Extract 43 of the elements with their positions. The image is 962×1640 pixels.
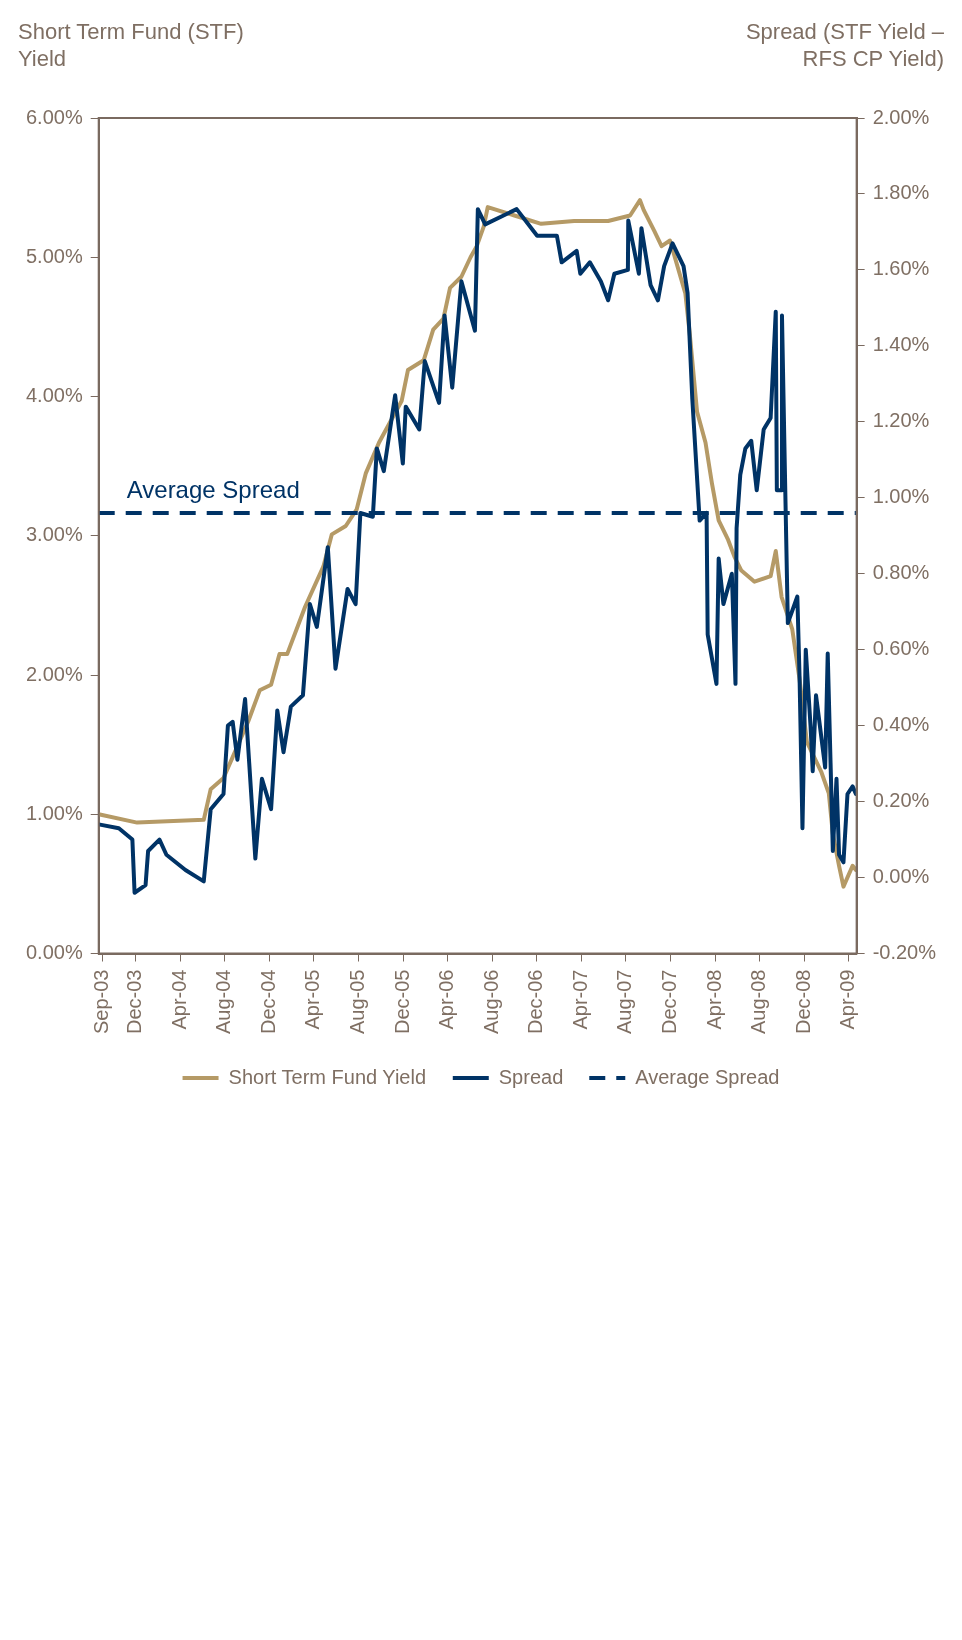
legend-label: Average Spread: [635, 1065, 780, 1088]
y-axis-title: Short Term Fund (STF) Yield: [18, 18, 245, 72]
y2-tick-label: 0.00%: [872, 865, 930, 888]
y2-tick-label: 2.00%: [872, 105, 930, 128]
x-tick-label: Apr-04: [167, 969, 190, 1030]
y-tick-label: 4.00%: [25, 384, 83, 407]
y2-tick-label: 1.00%: [872, 485, 930, 508]
legend-label: Spread: [498, 1065, 564, 1088]
x-tick-label: Aug-05: [346, 969, 369, 1035]
y2-axis-title: Spread (STF Yield – RFS CP Yield): [744, 18, 944, 72]
text: Average Spread: [126, 475, 300, 503]
x-tick-label: Apr-05: [301, 969, 324, 1030]
y-tick-label: 3.00%: [25, 523, 83, 546]
y2-tick-label: 1.20%: [872, 409, 930, 432]
y-tick-label: 5.00%: [25, 244, 83, 267]
x-tick-label: Dec-04: [257, 969, 280, 1034]
x-tick-label: Aug-08: [747, 969, 770, 1035]
x-tick-label: Dec-03: [123, 969, 146, 1034]
x-tick-label: Dec-05: [390, 969, 413, 1034]
y2-tick-label: -0.20%: [872, 941, 937, 964]
y-tick-label: 2.00%: [25, 662, 83, 685]
y2-tick-label: 0.80%: [872, 561, 930, 584]
x-tick-label: Dec-07: [657, 969, 680, 1034]
y2-tick-label: 1.80%: [872, 181, 930, 204]
x-tick-label: Sep-03: [89, 969, 112, 1035]
y-tick-label: 0.00%: [25, 941, 83, 964]
x-tick-label: Dec-08: [791, 969, 814, 1034]
x-tick-label: Apr-07: [568, 969, 591, 1030]
x-tick-label: Apr-06: [434, 969, 457, 1030]
y2-tick-label: 0.60%: [872, 637, 930, 660]
y2-tick-label: 0.40%: [872, 713, 930, 736]
y-tick-label: 1.00%: [25, 801, 83, 824]
x-tick-label: Dec-06: [524, 969, 547, 1034]
legend-label: Short Term Fund Yield: [228, 1065, 427, 1088]
y2-tick-label: 1.40%: [872, 333, 930, 356]
y2-tick-label: 1.60%: [872, 257, 930, 280]
x-tick-label: Aug-06: [479, 969, 502, 1035]
x-tick-label: Apr-09: [836, 969, 859, 1030]
x-tick-label: Aug-07: [613, 969, 636, 1035]
x-tick-label: Aug-04: [212, 969, 235, 1035]
y2-tick-label: 0.20%: [872, 789, 930, 812]
x-tick-label: Apr-08: [702, 969, 725, 1030]
y-tick-label: 6.00%: [25, 105, 83, 128]
